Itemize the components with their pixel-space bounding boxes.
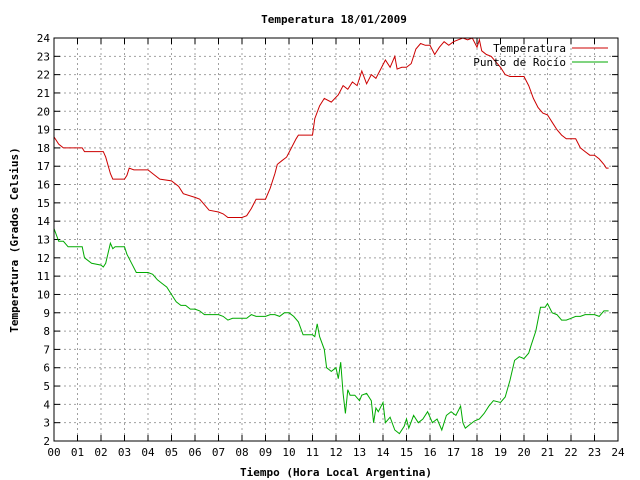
y-tick-label: 16: [37, 179, 50, 192]
x-tick-label: 18: [470, 446, 483, 459]
x-tick-label: 15: [400, 446, 413, 459]
y-tick-label: 23: [37, 50, 50, 63]
x-tick-label: 08: [235, 446, 248, 459]
y-tick-label: 19: [37, 124, 50, 137]
x-tick-label: 01: [71, 446, 84, 459]
chart-grid: [54, 38, 618, 441]
x-tick-label: 04: [141, 446, 155, 459]
chart-title: Temperatura 18/01/2009: [261, 13, 407, 26]
y-axis-label: Temperatura (Grados Celsius): [8, 147, 21, 332]
y-tick-label: 10: [37, 288, 50, 301]
x-tick-label: 00: [47, 446, 60, 459]
x-tick-label: 06: [188, 446, 201, 459]
x-tick-label: 10: [282, 446, 295, 459]
y-tick-label: 15: [37, 197, 50, 210]
x-tick-label: 13: [353, 446, 366, 459]
y-tick-label: 24: [37, 32, 51, 45]
x-tick-label: 05: [165, 446, 178, 459]
y-tick-label: 20: [37, 105, 50, 118]
x-tick-label: 16: [423, 446, 436, 459]
y-tick-label: 7: [43, 343, 50, 356]
y-tick-label: 22: [37, 69, 50, 82]
legend-label: Punto de Rocío: [473, 56, 566, 69]
x-tick-label: 19: [494, 446, 507, 459]
chart-series: [53, 37, 609, 435]
x-tick-label: 14: [376, 446, 390, 459]
y-tick-label: 8: [43, 325, 50, 338]
y-tick-label: 18: [37, 142, 50, 155]
y-tick-label: 2: [43, 435, 50, 448]
y-tick-label: 9: [43, 307, 50, 320]
x-tick-label: 17: [447, 446, 460, 459]
y-tick-label: 6: [43, 362, 50, 375]
x-axis-label: Tiempo (Hora Local Argentina): [240, 466, 432, 479]
x-tick-label: 20: [517, 446, 530, 459]
y-tick-label: 11: [37, 270, 50, 283]
x-tick-label: 21: [541, 446, 554, 459]
y-tick-label: 13: [37, 234, 50, 247]
punto-de-rocio-line: [53, 228, 609, 435]
x-tick-label: 03: [118, 446, 131, 459]
y-tick-label: 14: [37, 215, 51, 228]
y-tick-label: 12: [37, 252, 50, 265]
x-tick-label: 22: [564, 446, 577, 459]
legend-label: Temperatura: [493, 42, 566, 55]
y-tick-label: 4: [43, 398, 50, 411]
x-tick-label: 23: [588, 446, 601, 459]
x-tick-label: 24: [611, 446, 625, 459]
x-tick-label: 11: [306, 446, 319, 459]
y-tick-label: 21: [37, 87, 50, 100]
x-tick-labels: 00 01 02 03 04 05 06 07 08 09 10 11 12 13 14 15 16 17 18 19…: [47, 446, 625, 459]
x-tick-label: 07: [212, 446, 225, 459]
x-tick-label: 02: [94, 446, 107, 459]
plot-frame: [53, 37, 619, 442]
x-tick-label: 09: [259, 446, 272, 459]
x-tick-label: 12: [329, 446, 342, 459]
y-tick-label: 5: [43, 380, 50, 393]
y-tick-label: 3: [43, 417, 50, 430]
y-tick-label: 17: [37, 160, 50, 173]
temperatura-line: [53, 37, 609, 218]
